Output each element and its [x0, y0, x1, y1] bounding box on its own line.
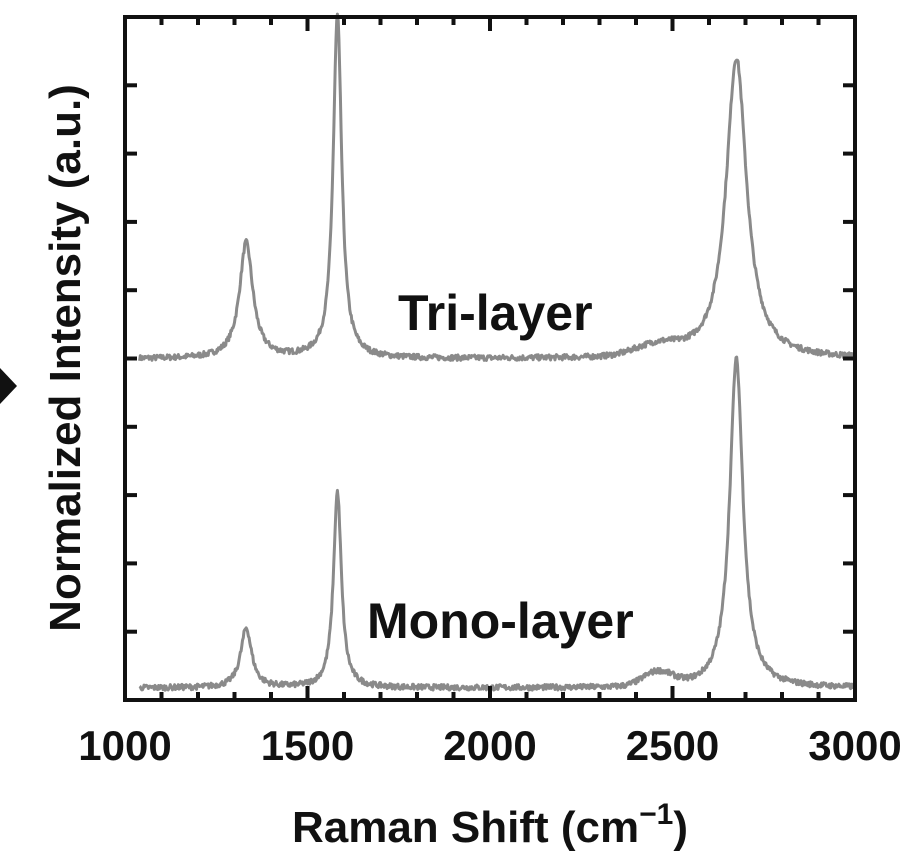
marker-triangle-icon [0, 368, 17, 404]
x-tick-label: 3000 [808, 722, 901, 769]
x-tick-label: 1000 [78, 722, 171, 769]
x-axis-title-superscript: −1 [639, 798, 673, 831]
x-axis-title-main: Raman Shift (cm [292, 803, 639, 852]
series-label-tri-layer: Tri-layer [398, 285, 593, 341]
x-tick-labels: 1000 1500 2000 2500 3000 [78, 722, 901, 769]
x-tick-label: 2500 [626, 722, 719, 769]
x-axis-title-end: ) [673, 803, 688, 852]
series-label-mono-layer: Mono-layer [367, 593, 634, 649]
plot-traces [140, 14, 855, 690]
x-axis-title: Raman Shift (cm−1) [292, 798, 688, 852]
x-tick-label: 1500 [261, 722, 354, 769]
x-tick-label: 2000 [443, 722, 536, 769]
y-axis-title: Normalized Intensity (a.u.) [41, 84, 90, 632]
